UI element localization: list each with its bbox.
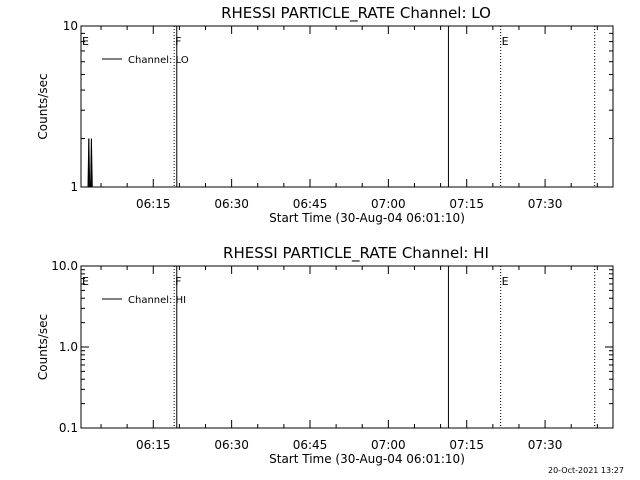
event-label: E	[502, 35, 509, 48]
x-tick-label: 07:15	[449, 197, 484, 211]
plot-frame	[80, 25, 614, 188]
event-label: E	[82, 275, 89, 288]
y-tick-label: 0.1	[59, 421, 78, 435]
y-axis-label: Counts/sec	[36, 314, 50, 380]
x-tick-label: 06:45	[293, 197, 328, 211]
series-line	[87, 138, 94, 188]
x-tick-label: 06:15	[136, 438, 171, 452]
panel-1: RHESSI PARTICLE_RATE Channel: LO 06:15 06:…	[36, 4, 614, 225]
chart-title: RHESSI PARTICLE_RATE Channel: HI	[223, 244, 489, 263]
x-tick-label: 07:30	[528, 438, 563, 452]
event-label: E	[82, 35, 89, 48]
plot-frame	[80, 265, 614, 429]
x-tick-label: 07:15	[449, 438, 484, 452]
x-tick-label: 06:15	[136, 197, 171, 211]
x-tick-label: 07:30	[528, 197, 563, 211]
event-label: F	[175, 275, 181, 288]
panel-2: RHESSI PARTICLE_RATE Channel: HI 06:15 06:…	[36, 244, 614, 466]
y-tick-label: 10.0	[51, 259, 78, 273]
event-label: E	[502, 275, 509, 288]
x-tick-label: 06:30	[214, 197, 249, 211]
y-tick-label: 1	[70, 180, 78, 194]
timestamp-stamp: 20-Oct-2021 13:27	[548, 466, 624, 475]
event-label: F	[175, 35, 181, 48]
x-tick-label: 07:00	[371, 197, 406, 211]
x-tick-label: 06:30	[214, 438, 249, 452]
legend-entry: Channel: LO	[128, 55, 189, 66]
y-tick-label: 1.0	[59, 340, 78, 354]
x-tick-label: 07:00	[371, 438, 406, 452]
x-axis-label: Start Time (30-Aug-04 06:01:10)	[269, 452, 465, 466]
x-axis-label: Start Time (30-Aug-04 06:01:10)	[269, 211, 465, 225]
chart-title: RHESSI PARTICLE_RATE Channel: LO	[221, 4, 491, 23]
x-tick-label: 06:45	[293, 438, 328, 452]
y-axis-label: Counts/sec	[36, 73, 50, 139]
legend-entry: Channel: HI	[128, 295, 186, 306]
y-tick-label: 10	[63, 19, 78, 33]
